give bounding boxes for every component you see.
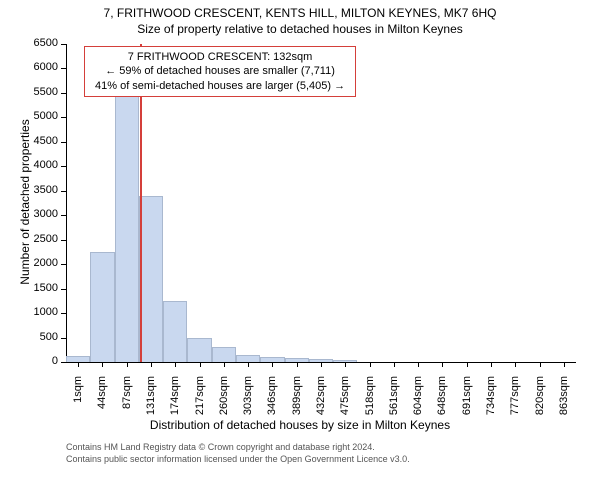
annotation-line3: 41% of semi-detached houses are larger (… (95, 79, 345, 93)
y-tick-label: 6000 (18, 61, 58, 73)
y-tick-label: 5500 (18, 86, 58, 98)
x-tick-label: 518sqm (364, 376, 376, 426)
y-tick-label: 500 (18, 331, 58, 343)
footnote-line1: Contains HM Land Registry data © Crown c… (66, 442, 410, 454)
y-tick-label: 6500 (18, 37, 58, 49)
x-tick-label: 604sqm (412, 376, 424, 426)
y-tick-label: 3500 (18, 184, 58, 196)
bar (187, 338, 211, 362)
title-main: 7, FRITHWOOD CRESCENT, KENTS HILL, MILTO… (0, 0, 600, 20)
x-tick-label: 777sqm (509, 376, 521, 426)
x-tick-label: 432sqm (315, 376, 327, 426)
bar (236, 355, 260, 362)
chart-container: 7, FRITHWOOD CRESCENT, KENTS HILL, MILTO… (0, 0, 600, 500)
y-tick-label: 1500 (18, 282, 58, 294)
annotation-line1: 7 FRITHWOOD CRESCENT: 132sqm (95, 50, 345, 64)
footnote: Contains HM Land Registry data © Crown c… (66, 442, 410, 465)
bar (115, 78, 139, 362)
x-tick-label: 346sqm (266, 376, 278, 426)
x-tick-label: 648sqm (436, 376, 448, 426)
x-tick-label: 44sqm (96, 376, 108, 426)
y-tick-label: 4500 (18, 135, 58, 147)
x-tick-mark (272, 362, 273, 367)
x-tick-mark (345, 362, 346, 367)
x-tick-mark (224, 362, 225, 367)
x-tick-label: 217sqm (194, 376, 206, 426)
y-tick-label: 4000 (18, 159, 58, 171)
y-axis-line (66, 44, 67, 362)
annotation-box: 7 FRITHWOOD CRESCENT: 132sqm ← 59% of de… (84, 46, 356, 97)
x-tick-label: 131sqm (145, 376, 157, 426)
x-tick-label: 174sqm (169, 376, 181, 426)
y-tick-label: 2000 (18, 257, 58, 269)
x-tick-mark (78, 362, 79, 367)
x-tick-label: 303sqm (242, 376, 254, 426)
y-tick-label: 1000 (18, 306, 58, 318)
x-tick-label: 734sqm (485, 376, 497, 426)
y-tick-label: 2500 (18, 233, 58, 245)
y-tick-label: 5000 (18, 110, 58, 122)
x-tick-mark (418, 362, 419, 367)
bar (163, 301, 187, 362)
x-tick-mark (442, 362, 443, 367)
x-tick-label: 1sqm (72, 376, 84, 426)
y-tick-label: 0 (18, 355, 58, 367)
bar (212, 347, 236, 362)
x-tick-label: 475sqm (339, 376, 351, 426)
x-tick-label: 561sqm (388, 376, 400, 426)
x-tick-mark (564, 362, 565, 367)
bar (139, 196, 163, 362)
y-tick-label: 3000 (18, 208, 58, 220)
x-tick-label: 820sqm (534, 376, 546, 426)
x-tick-label: 87sqm (121, 376, 133, 426)
x-tick-mark (151, 362, 152, 367)
bar (90, 252, 114, 362)
x-tick-mark (248, 362, 249, 367)
x-tick-mark (515, 362, 516, 367)
y-axis-label: Number of detached properties (18, 102, 32, 302)
x-tick-label: 260sqm (218, 376, 230, 426)
footnote-line2: Contains public sector information licen… (66, 454, 410, 466)
x-tick-label: 863sqm (558, 376, 570, 426)
x-tick-mark (394, 362, 395, 367)
annotation-line2: ← 59% of detached houses are smaller (7,… (95, 64, 345, 78)
x-tick-mark (297, 362, 298, 367)
x-tick-mark (370, 362, 371, 367)
x-tick-mark (467, 362, 468, 367)
x-tick-label: 389sqm (291, 376, 303, 426)
x-tick-mark (491, 362, 492, 367)
x-tick-mark (200, 362, 201, 367)
x-tick-mark (175, 362, 176, 367)
x-tick-mark (102, 362, 103, 367)
x-tick-mark (540, 362, 541, 367)
title-sub: Size of property relative to detached ho… (0, 20, 600, 36)
x-tick-mark (321, 362, 322, 367)
x-tick-mark (127, 362, 128, 367)
x-tick-label: 691sqm (461, 376, 473, 426)
